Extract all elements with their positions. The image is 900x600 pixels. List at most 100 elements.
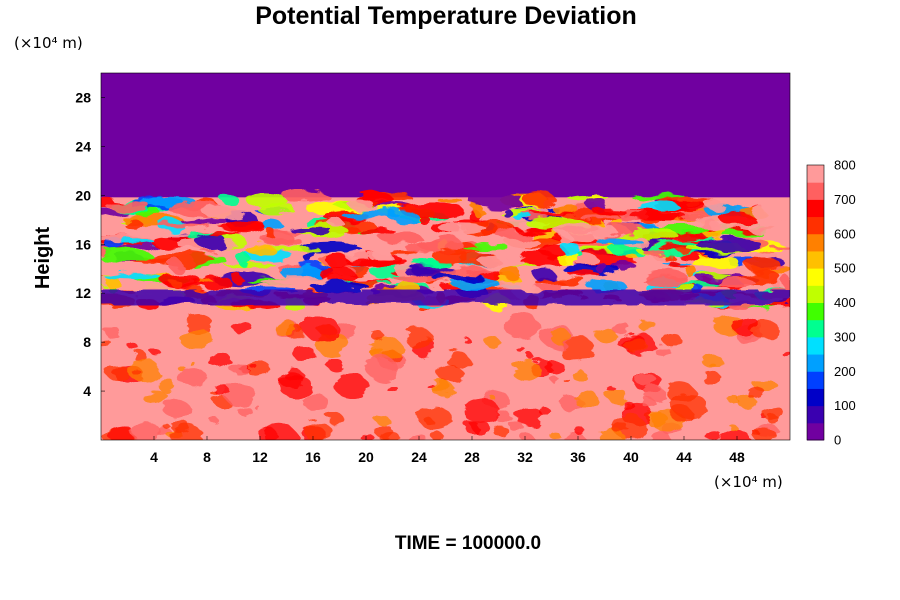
plume-cell [405, 328, 434, 349]
plume-cell [177, 365, 186, 372]
turbulence-cell [379, 232, 422, 244]
plume-cell [521, 434, 534, 440]
x-tick-label: 12 [252, 449, 268, 465]
colorbar-swatch [807, 250, 824, 269]
colorbar-swatch [807, 422, 824, 441]
plume-cell [644, 386, 666, 402]
colorbar-swatch [807, 354, 824, 372]
plume-cell [753, 427, 777, 440]
turbulence-cell [264, 237, 303, 246]
plume-cell [719, 429, 751, 440]
turbulence-cell [705, 197, 729, 212]
time-label: TIME = 100000.0 [395, 533, 541, 554]
plume-cell [142, 388, 167, 405]
turbulence-cell [200, 203, 255, 219]
y-tick-label: 16 [75, 236, 91, 252]
y-tick-label: 24 [75, 138, 91, 154]
plume-cell [334, 373, 369, 398]
plume-cell [374, 424, 393, 438]
colorbar-swatch [807, 336, 824, 355]
plume-cell [550, 376, 559, 383]
turbulence-cell [783, 276, 790, 290]
turbulence-cell [512, 214, 533, 220]
turbulence-cell [403, 268, 437, 275]
plume-cell [642, 398, 657, 409]
plume-cell [387, 385, 398, 393]
colorbar-swatch [807, 319, 824, 338]
y-tick-label: 4 [83, 383, 91, 399]
colorbar-tick-label: 500 [834, 261, 856, 276]
turbulence-cell [200, 275, 232, 290]
x-tick-label: 48 [729, 449, 745, 465]
colorbar-swatch [807, 302, 824, 321]
x-tick-label: 16 [305, 449, 321, 465]
turbulence-cell [289, 226, 332, 234]
turbulence-cell [305, 248, 314, 265]
turbulence-cell [299, 242, 361, 252]
colorbar-tick-label: 300 [834, 329, 856, 344]
plume-cell [133, 351, 148, 361]
turbulence-cell [750, 250, 790, 259]
plume-cell [222, 382, 255, 405]
turbulence-cell [667, 259, 679, 267]
turbulence-cell [220, 194, 238, 204]
turbulence-cell [357, 226, 395, 235]
plume-cell [780, 348, 790, 356]
turbulence-cell [101, 249, 153, 262]
upper-layer-region [101, 73, 790, 198]
plume-cell [563, 432, 585, 440]
inversion-streak [101, 289, 790, 306]
plume-cell [228, 361, 247, 374]
plume-cell [648, 431, 672, 440]
plume-cell [151, 349, 162, 357]
plume-cell [214, 385, 230, 396]
turbulence-cell [200, 248, 215, 253]
turbulence-cell [271, 277, 330, 284]
turbulence-cell [264, 245, 319, 250]
turbulence-cell [345, 257, 408, 267]
turbulence-cell [159, 272, 201, 288]
turbulence-cell [319, 266, 356, 283]
plume-cell [361, 433, 375, 440]
colorbar-tick-label: 800 [834, 158, 856, 173]
x-tick-label: 4 [150, 449, 158, 465]
turbulence-cell [687, 265, 697, 279]
plume-cell [573, 390, 599, 408]
y-tick-label: 28 [75, 89, 91, 105]
plume-cell [365, 356, 398, 380]
turbulence-cell [326, 253, 351, 269]
turbulence-cell [755, 198, 790, 210]
plume-cell [595, 328, 617, 343]
turbulence-cell [281, 265, 324, 282]
plume-cell [637, 373, 658, 388]
plume-cell [180, 328, 214, 351]
plume-cell [548, 328, 570, 344]
colorbar-tick-label: 100 [834, 398, 856, 413]
colorbar-tick-label: 400 [834, 295, 856, 310]
plume-cell [325, 358, 343, 370]
plume-cell [574, 427, 585, 435]
turbulence-cell [283, 189, 329, 203]
turbulence-cell [341, 211, 400, 219]
turbulence-cell [431, 274, 484, 281]
turbulence-cell [643, 250, 666, 256]
plume-cell [293, 346, 316, 362]
plume-cell [303, 421, 332, 440]
turbulence-cell [472, 204, 484, 218]
plume-cell [209, 417, 219, 424]
turbulence-cell [586, 197, 607, 212]
plume-cell [375, 415, 390, 425]
plume-cell [703, 372, 723, 386]
colorbar-swatch [807, 405, 824, 424]
turbulence-cell [158, 222, 210, 228]
turbulence-cell [119, 237, 154, 244]
y-tick-label: 20 [75, 187, 91, 203]
turbulence-cell [633, 227, 677, 241]
plume-cell [233, 320, 252, 335]
plume-cell [611, 321, 630, 334]
turbulence-cell [716, 277, 755, 288]
plume-cell [302, 393, 329, 411]
turbulence-cell [533, 267, 555, 282]
turbulence-cell [642, 270, 689, 286]
